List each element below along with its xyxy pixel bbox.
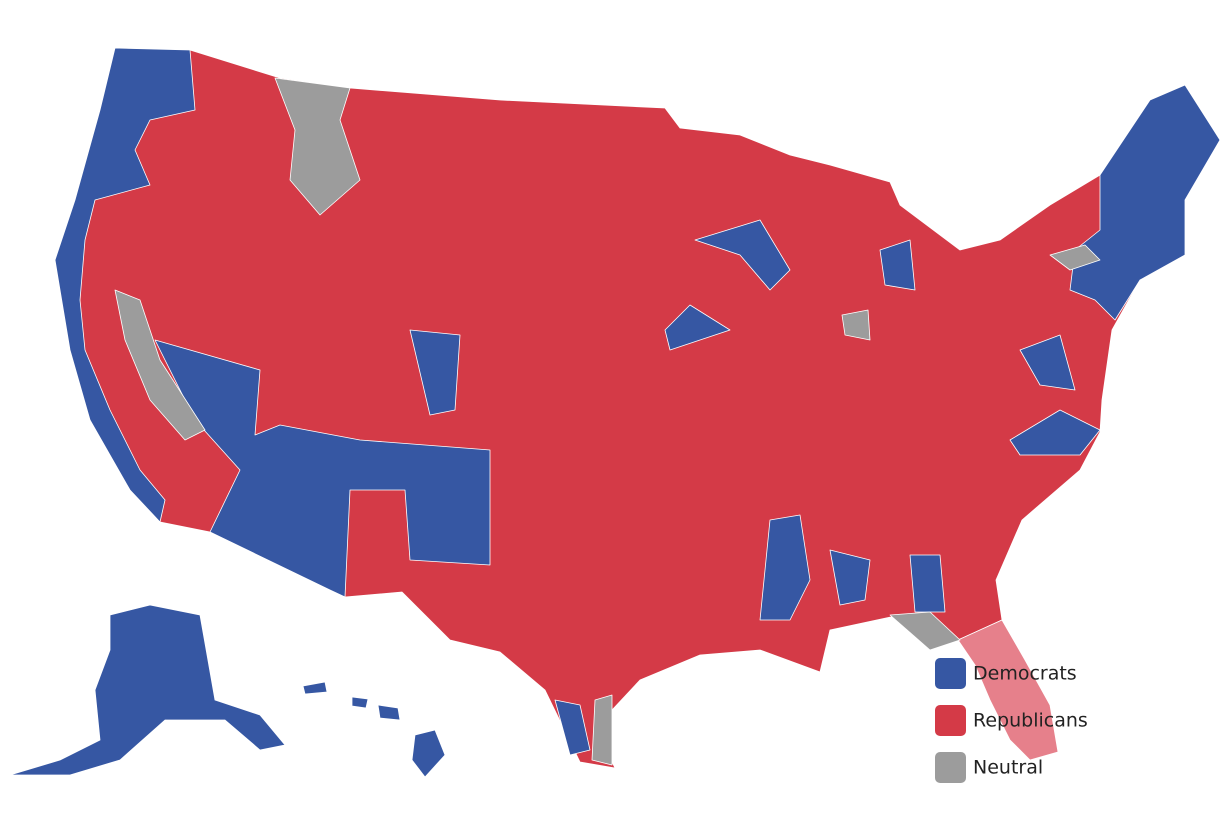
region	[889, 611, 961, 651]
region	[409, 329, 461, 416]
region	[274, 77, 361, 216]
map-regions	[9, 47, 1221, 778]
region	[377, 704, 401, 721]
region	[664, 304, 731, 351]
legend-label: Republicans	[973, 710, 1088, 732]
region	[554, 699, 591, 756]
legend: Democrats Republicans Neutral	[935, 658, 1088, 783]
legend-swatch	[935, 658, 966, 689]
region	[1019, 334, 1076, 391]
region	[879, 239, 916, 291]
region	[411, 729, 446, 778]
legend-swatch	[935, 752, 966, 783]
region	[154, 339, 491, 598]
region	[694, 219, 791, 291]
region	[1049, 244, 1101, 271]
legend-label: Democrats	[973, 663, 1077, 685]
region	[351, 696, 369, 709]
region	[9, 604, 286, 776]
region	[54, 47, 196, 523]
region	[759, 514, 811, 621]
region	[114, 289, 206, 441]
region	[302, 681, 328, 695]
region	[829, 549, 871, 606]
region	[591, 694, 613, 766]
region	[1009, 409, 1101, 456]
legend-swatch	[935, 705, 966, 736]
region	[841, 309, 871, 341]
region	[909, 554, 946, 613]
legend-label: Neutral	[973, 757, 1043, 779]
region-highlight	[957, 619, 1059, 761]
